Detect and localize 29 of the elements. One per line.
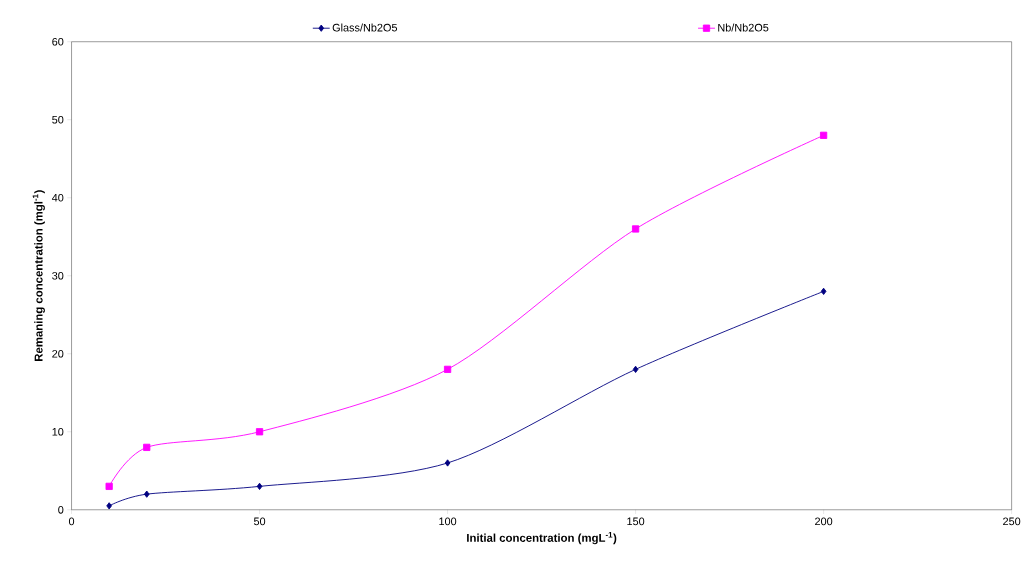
- point: [631, 225, 640, 233]
- y-tick-label: 60: [52, 37, 64, 46]
- legend-label: Nb/Nb2O5: [718, 23, 769, 32]
- point: [632, 365, 639, 373]
- point: [143, 490, 150, 498]
- y-tick-label: 0: [58, 505, 64, 514]
- x-tick-label: 150: [627, 517, 645, 526]
- x-tick-label: 100: [439, 517, 457, 526]
- x-tick-label: 0: [68, 517, 75, 526]
- y-axis-title: Remaning concentration (mgl$^{-1}$): [32, 190, 45, 361]
- point: [255, 428, 264, 436]
- x-tick-label: 50: [253, 517, 266, 526]
- y-tick-label: 50: [52, 115, 64, 124]
- y-tick-label: 40: [51, 193, 64, 202]
- point: [143, 443, 151, 451]
- x-axis-title: Initial concentration (mgL$^{-1}$): [467, 531, 617, 545]
- y-tick-label: 20: [52, 349, 64, 358]
- point: [105, 482, 113, 490]
- point: [443, 365, 452, 373]
- point: [444, 459, 451, 467]
- point: [106, 502, 112, 510]
- y-tick-label: 30: [52, 271, 64, 280]
- point: [820, 287, 827, 295]
- point: [256, 482, 263, 490]
- y-tick-label: 10: [52, 427, 64, 436]
- legend-label: Glass/Nb2O5: [332, 23, 398, 32]
- x-tick-label: 200: [815, 517, 833, 526]
- point: [819, 131, 828, 139]
- x-tick-label: 250: [1003, 517, 1021, 526]
